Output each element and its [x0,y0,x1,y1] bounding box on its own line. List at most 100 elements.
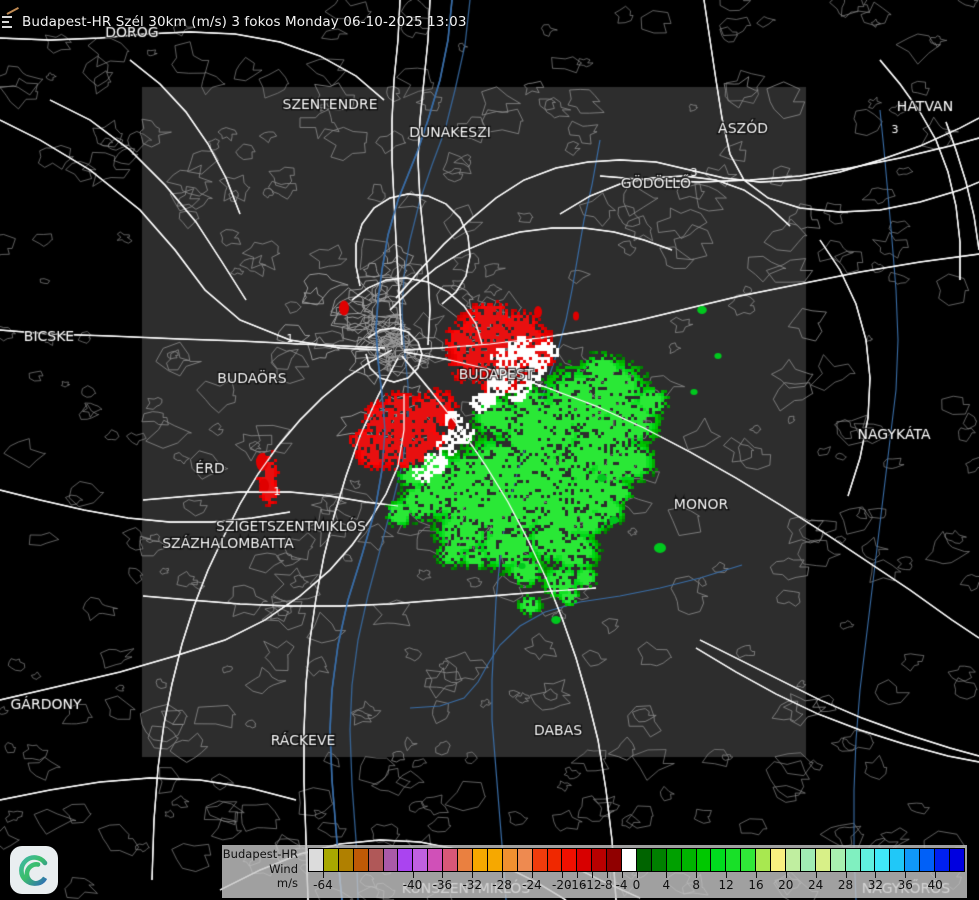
colorbar-tick [935,872,937,878]
colorbar-tick [755,872,757,878]
page-title: Budapest-HR Szél 30km (m/s) 3 fokos Mond… [22,14,467,30]
colorbar-swatch [517,849,533,871]
title-bar: Budapest-HR Szél 30km (m/s) 3 fokos Mond… [0,7,467,32]
colorbar-swatch [413,849,429,871]
colorbar-swatch [786,849,801,871]
swirl-logo-icon [19,855,48,886]
colorbar-swatch [592,849,608,871]
colorbar-swatch [890,849,906,871]
colorbar-swatch [905,849,921,871]
colorbar-tick [576,872,578,878]
colorbar-tick [905,872,907,878]
colorbar-swatch [875,849,891,871]
colorbar-tick [696,872,698,878]
colorbar-swatch [830,849,846,871]
colorbar-swatch [696,849,712,871]
colorbar-swatch [800,849,816,871]
colorbar-swatch [309,849,324,871]
colorbar-tick-label: -12 [581,878,602,892]
colorbar-swatch [577,849,593,871]
colorbar-swatch [368,849,384,871]
colorbar-swatch [622,849,637,871]
colorbar-tick-label: -28 [492,878,512,892]
colorbar-swatch [726,849,742,871]
colorbar-tick-label: 36 [897,878,913,892]
colorbar-swatch [845,849,861,871]
colorbar-tick [412,872,414,878]
colorbar-tick [502,872,504,878]
colorbar-tick [591,872,593,878]
colorbar-tick [815,872,817,878]
colorbar-swatch [666,849,682,871]
colorbar-swatch [949,849,964,871]
legend-title: Budapest-HR Wind m/s [222,845,304,891]
colorbar-swatch [458,849,473,871]
colorbar-tick-label: 24 [808,878,824,892]
colorbar-swatch [920,849,936,871]
colorbar-swatch [756,849,772,871]
legend-scale: -64 -40 -36 -32 -28 -24 -20 -16 -12 -8 -4 0 4 8 12 16 20… [304,845,967,898]
colorbar-swatch [860,849,876,871]
colorbar-tick-label: 16 [748,878,764,892]
colorbar-tick-label: 40 [927,878,943,892]
colorbar-tick-label: -24 [522,878,542,892]
colorbar-swatch [935,849,950,871]
colorbar-tick-label: -36 [432,878,453,892]
colorbar-swatch [428,849,444,871]
colorbar-tick-label: 20 [778,878,794,892]
colorbar-tick-label: -40 [402,878,423,892]
colorbar-swatch [338,849,354,871]
colorbar-swatch [681,849,697,871]
colorbar-tick [845,872,847,878]
colorbar-swatch [472,849,488,871]
colorbar-swatch [711,849,727,871]
colorbar-swatch [562,849,578,871]
colorbar-tick [621,872,623,878]
colorbar-tick-label: -32 [462,878,483,892]
colorbar-tick [561,872,563,878]
colorbar-swatch [502,849,518,871]
colorbar-tick-label: -8 [600,878,613,892]
legend-title-line3: m/s [276,876,298,890]
colorbar[interactable] [308,848,965,872]
colorbar-swatch [487,849,503,871]
colorbar-tick [636,872,638,878]
colorbar-swatch [353,849,369,871]
colorbar-tick [785,872,787,878]
colorbar-swatch [607,849,623,871]
colorbar-swatch [771,849,786,871]
legend-title-line1: Budapest-HR [222,847,298,861]
colorbar-tick-label: -64 [313,878,333,892]
brand-logo[interactable] [10,846,58,894]
colorbar-tick [531,872,533,878]
colorbar-tick [606,872,608,878]
colorbar-tick-label: 32 [867,878,884,892]
colorbar-swatch [443,849,459,871]
layers-icon [2,7,19,30]
legend-title-line2: Wind [269,861,298,876]
colorbar-tick-label: 12 [718,878,734,892]
colorbar-swatch [636,849,652,871]
colorbar-swatch [398,849,414,871]
colorbar-tick-label: 28 [837,878,854,892]
colorbar-tick-label: 4 [662,878,671,892]
colorbar-swatch [532,849,548,871]
colorbar-tick-label: -4 [615,878,628,892]
colorbar-swatch [815,849,831,871]
colorbar-tick [442,872,444,878]
colorbar-swatch [323,849,339,871]
colorbar-swatch [547,849,563,871]
colorbar-ticks: -64 -40 -36 -32 -28 -24 -20 -16 -12 -8 -4 0 4 8 12 16 20… [308,872,965,898]
legend-panel: Budapest-HR Wind m/s -64 -40 -36 -32 -28 -24-… [222,845,967,898]
colorbar-swatch [651,849,667,871]
colorbar-tick-label: -20 [552,878,572,892]
colorbar-tick [666,872,668,878]
colorbar-tick-label: 8 [692,878,701,892]
colorbar-swatch [383,849,399,871]
colorbar-tick-label: -16 [566,878,587,892]
colorbar-tick-label: 0 [632,878,641,892]
colorbar-tick [875,872,877,878]
colorbar-tick [726,872,728,878]
colorbar-tick [472,872,474,878]
